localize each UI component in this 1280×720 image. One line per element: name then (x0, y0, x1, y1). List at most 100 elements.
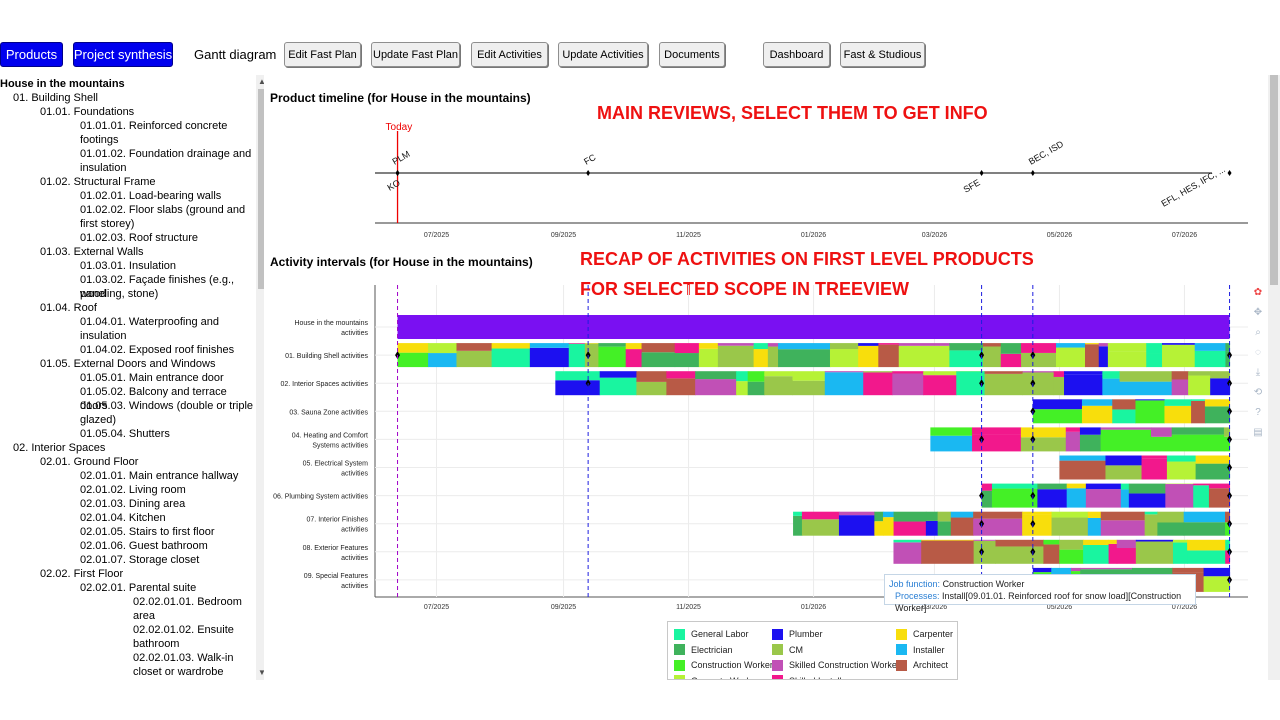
legend-item[interactable]: Skilled Installer (772, 674, 850, 679)
tree-item[interactable]: 02.01.04. Kitchen (80, 512, 166, 524)
download-icon[interactable]: ⤓ (1255, 367, 1261, 378)
tree-item[interactable]: 02.02.01. Parental suite (80, 582, 197, 594)
tree-item[interactable]: bathroom (133, 638, 180, 650)
recap-annotation-line2: FOR SELECTED SCOPE IN TREEVIEW (580, 279, 910, 299)
gantt-activity-segment (1100, 427, 1152, 430)
tree-item[interactable]: 02.01.06. Guest bathroom (80, 540, 208, 552)
gantt-activity-segment (695, 371, 737, 380)
gantt-activity-segment (792, 371, 826, 381)
tree-item[interactable]: insulation (80, 162, 127, 174)
gantt-activity-segment (778, 349, 831, 368)
tree-item[interactable]: 01.02.03. Roof structure (80, 232, 199, 244)
legend-item[interactable]: Electrician (674, 643, 733, 657)
tree-item[interactable]: 02. Interior Spaces (13, 442, 106, 454)
tree-item[interactable]: 02.01.02. Living room (80, 484, 186, 496)
tree-scroll-thumb[interactable] (258, 89, 266, 289)
tree-item[interactable]: 02.01.05. Stairs to first floor (80, 526, 215, 538)
gantt-activity-segment (695, 379, 737, 396)
tree-item[interactable]: 02.01. Ground Floor (40, 456, 139, 468)
tree-item[interactable]: 01.01.01. Reinforced concrete (80, 120, 228, 132)
tree-item[interactable]: 01.01.02. Foundation drainage and (80, 148, 252, 160)
gantt-activity-segment (1107, 351, 1147, 368)
legend-item[interactable]: Carpenter (896, 627, 953, 641)
update-fast-plan-button[interactable]: Update Fast Plan (371, 42, 460, 67)
legend-item[interactable]: CM (772, 643, 803, 657)
tree-item[interactable]: 01.05.03. Windows (double or triple (80, 400, 254, 412)
page-scroll-thumb[interactable] (1270, 75, 1278, 285)
gantt-activity-segment (1225, 522, 1231, 536)
tree-item[interactable]: paneling, stone) (80, 288, 159, 300)
tree-item[interactable]: 01.01. Foundations (40, 106, 135, 118)
tree-item[interactable]: insulation (80, 330, 127, 342)
products-button[interactable]: Products (0, 42, 63, 67)
help-icon[interactable]: ? (1255, 407, 1261, 418)
project-synthesis-button[interactable]: Project synthesis (73, 42, 173, 67)
gantt-activity-segment (1171, 434, 1225, 452)
tree-item[interactable]: 01.05.04. Shutters (80, 428, 170, 440)
tree-item[interactable]: 02.01.01. Main entrance hallway (80, 470, 239, 482)
pan-icon[interactable]: ✥ (1253, 307, 1263, 318)
tree-item[interactable]: 02.02.01.03. Walk-in (133, 652, 234, 664)
tree-item[interactable]: 02.01.03. Dining area (80, 498, 186, 510)
tree-item[interactable]: 01.04.02. Exposed roof finishes (80, 344, 235, 356)
gantt-diagram-tab[interactable]: Gantt diagram (194, 47, 277, 62)
reset-axes-icon[interactable]: ⟲ (1253, 387, 1263, 398)
gantt-activity-segment (801, 511, 840, 520)
gantt-activity-segment (636, 371, 667, 382)
tree-item[interactable]: 01.03.01. Insulation (80, 260, 177, 272)
legend-item[interactable]: Concrete Worker (674, 674, 759, 679)
tree-item[interactable]: 02.02. First Floor (40, 568, 124, 580)
gantt-activity-segment (1208, 483, 1231, 489)
lasso-icon[interactable]: ◌ (1255, 347, 1261, 358)
tree-item[interactable]: glazed) (80, 414, 117, 426)
gantt-activity-segment (1087, 517, 1102, 536)
update-activities-button[interactable]: Update Activities (558, 42, 648, 67)
legend-item[interactable]: Plumber (772, 627, 823, 641)
tree-item[interactable]: 01.04.01. Waterproofing and (80, 316, 220, 328)
dashboard-button[interactable]: Dashboard (763, 42, 830, 67)
edit-activities-button[interactable]: Edit Activities (471, 42, 548, 67)
gantt-activity-segment (829, 349, 859, 368)
tree-item[interactable]: closet or wardrobe (133, 666, 224, 678)
tree-item[interactable]: 02.02.01.01. Bedroom (133, 596, 242, 608)
gantt-activity-segment (736, 371, 749, 382)
fast-studious-button[interactable]: Fast & Studious (840, 42, 925, 67)
documents-button[interactable]: Documents (659, 42, 725, 67)
gantt-activity-segment (666, 378, 696, 396)
gantt-activity-segment (1020, 437, 1067, 452)
tree-item[interactable]: 02.01.07. Storage closet (80, 554, 200, 566)
tree-item[interactable]: 01. Building Shell (13, 92, 99, 104)
gantt-activity-segment (973, 511, 1023, 519)
gantt-activity-segment (1131, 567, 1173, 578)
gantt-activity-segment (1172, 567, 1205, 573)
hover-compare-icon[interactable]: ▤ (1253, 427, 1263, 438)
tree-item[interactable]: 01.03. External Walls (40, 246, 144, 258)
gantt-activity-segment (1187, 539, 1226, 551)
edit-fast-plan-button[interactable]: Edit Fast Plan (284, 42, 361, 67)
tree-item[interactable]: 01.03.02. Façade finishes (e.g., wood (80, 274, 235, 300)
zoom-icon[interactable]: ⌕ (1255, 327, 1261, 338)
tree-item[interactable]: 02.02.01.02. Ensuite (133, 624, 234, 636)
tree-item[interactable]: 01.05.02. Balcony and terrace doors (80, 386, 227, 412)
tree-item[interactable]: first storey) (80, 218, 135, 230)
legend-item[interactable]: Architect (896, 658, 948, 672)
plotly-logo-icon[interactable]: ✿ (1253, 287, 1263, 298)
scroll-up-icon[interactable]: ▲ (258, 77, 266, 86)
tree-item[interactable]: footings (80, 134, 119, 146)
legend-item[interactable]: General Labor (674, 627, 749, 641)
tree-item[interactable]: 01.02.01. Load-bearing walls (80, 190, 222, 202)
legend-item[interactable]: Skilled Construction Worker (772, 658, 900, 672)
tree-root-item[interactable]: House in the mountains (0, 78, 125, 90)
gantt-activity-segment (1000, 343, 1022, 354)
gantt-activity-segment (1193, 483, 1210, 486)
tree-item[interactable]: 01.05.01. Main entrance door (80, 372, 224, 384)
legend-item[interactable]: Installer (896, 643, 945, 657)
page-scrollbar[interactable] (1268, 75, 1280, 680)
tree-item[interactable]: 01.02. Structural Frame (40, 176, 156, 188)
scroll-down-icon[interactable]: ▼ (258, 668, 266, 677)
tree-item[interactable]: 01.02.02. Floor slabs (ground and (80, 204, 246, 216)
tree-item[interactable]: 01.04. Roof (40, 302, 97, 314)
legend-item[interactable]: Construction Worker (674, 658, 773, 672)
tree-item[interactable]: 01.05. External Doors and Windows (40, 358, 216, 370)
tree-item[interactable]: area (133, 610, 156, 622)
